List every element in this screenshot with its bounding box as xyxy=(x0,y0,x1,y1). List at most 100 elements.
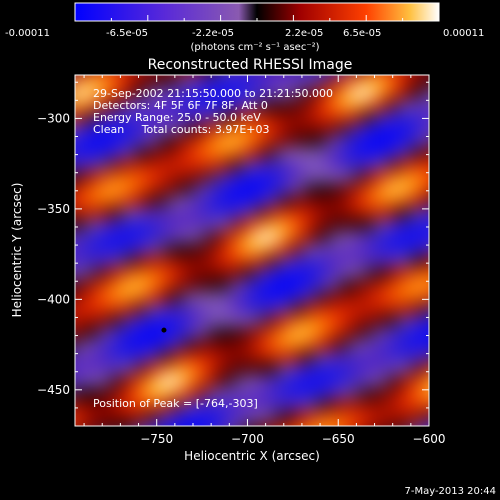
heatmap-cell xyxy=(207,291,220,304)
heatmap-cell xyxy=(291,111,304,124)
heatmap-cell xyxy=(387,399,400,412)
heatmap-cell xyxy=(123,363,136,376)
heatmap-cell xyxy=(351,219,364,232)
heatmap-cell xyxy=(411,243,424,256)
heatmap-cell xyxy=(291,363,304,376)
colorbar-tick-label: -0.00011 xyxy=(5,28,50,39)
heatmap-cell xyxy=(423,411,429,424)
heatmap-cell xyxy=(111,327,124,340)
heatmap-cell xyxy=(231,123,244,136)
heatmap-cell xyxy=(171,195,184,208)
heatmap-cell xyxy=(75,363,76,376)
heatmap-cell xyxy=(375,111,388,124)
heatmap-cell xyxy=(303,267,316,280)
heatmap-cell xyxy=(387,303,400,316)
heatmap-cell xyxy=(351,303,364,316)
heatmap-cell xyxy=(363,267,376,280)
heatmap-cell xyxy=(231,171,244,184)
heatmap-cell xyxy=(327,399,340,412)
heatmap-cell xyxy=(219,399,232,412)
heatmap-cell xyxy=(123,123,136,136)
heatmap-cell xyxy=(351,243,364,256)
heatmap-cell xyxy=(399,147,412,160)
heatmap-cell xyxy=(327,363,340,376)
heatmap-cell xyxy=(207,351,220,364)
heatmap-cell xyxy=(243,87,256,100)
heatmap-cell xyxy=(75,327,76,340)
heatmap-cell xyxy=(387,339,400,352)
heatmap-cell xyxy=(207,243,220,256)
heatmap-cell xyxy=(99,399,112,412)
heatmap-cell xyxy=(147,399,160,412)
heatmap-cell xyxy=(135,423,148,426)
heatmap-cell xyxy=(351,423,364,426)
heatmap-cell xyxy=(159,243,172,256)
heatmap-cell xyxy=(75,279,88,292)
heatmap-cell xyxy=(207,87,220,100)
heatmap-cell xyxy=(231,351,244,364)
heatmap-cell xyxy=(339,183,352,196)
heatmap-cell xyxy=(207,435,220,448)
heatmap-cell xyxy=(123,147,136,160)
heatmap-cell xyxy=(255,315,268,328)
heatmap-cell xyxy=(387,315,400,328)
heatmap-cell xyxy=(75,267,88,280)
heatmap-cell xyxy=(87,99,100,112)
heatmap-cell xyxy=(255,267,268,280)
heatmap-cell xyxy=(135,123,148,136)
heatmap-cell xyxy=(231,195,244,208)
heatmap-cell xyxy=(351,363,364,376)
heatmap-cell xyxy=(87,135,100,148)
heatmap-cell xyxy=(207,135,220,148)
heatmap-cell xyxy=(315,327,328,340)
heatmap-cell xyxy=(87,159,100,172)
heatmap-cell xyxy=(159,351,172,364)
heatmap-cell xyxy=(195,147,208,160)
heatmap-cell xyxy=(339,123,352,136)
heatmap-cell xyxy=(207,387,220,400)
heatmap-cell xyxy=(303,231,316,244)
heatmap-cell xyxy=(159,219,172,232)
heatmap-cell xyxy=(159,195,172,208)
heatmap-cell xyxy=(87,363,100,376)
heatmap-cell xyxy=(171,387,184,400)
heatmap-cell xyxy=(255,135,268,148)
heatmap-cell xyxy=(411,279,424,292)
heatmap-cell xyxy=(135,375,148,388)
heatmap-cell xyxy=(219,75,232,88)
heatmap-cell xyxy=(255,231,268,244)
heatmap-cell xyxy=(411,351,424,364)
heatmap-cell xyxy=(123,75,136,88)
heatmap-cell xyxy=(351,399,364,412)
heatmap-cell xyxy=(159,99,172,112)
heatmap-cell xyxy=(147,99,160,112)
heatmap-cell xyxy=(327,423,340,426)
heatmap-cell xyxy=(207,75,220,88)
heatmap-cell xyxy=(183,435,196,448)
heatmap-cell xyxy=(303,291,316,304)
heatmap-cell xyxy=(75,75,76,76)
heatmap-cell xyxy=(159,411,172,424)
heatmap-cell xyxy=(195,183,208,196)
heatmap-cell xyxy=(147,195,160,208)
heatmap-cell xyxy=(75,159,88,172)
heatmap-cell xyxy=(231,183,244,196)
heatmap-cell xyxy=(363,231,376,244)
heatmap-cell xyxy=(111,363,124,376)
heatmap-cell xyxy=(327,231,340,244)
heatmap-cell xyxy=(171,111,184,124)
heatmap-cell xyxy=(111,159,124,172)
heatmap-cell xyxy=(423,363,429,376)
heatmap-cell xyxy=(435,183,448,196)
heatmap-cell xyxy=(231,231,244,244)
heatmap-cell xyxy=(99,243,112,256)
heatmap-cell xyxy=(435,75,448,88)
heatmap-cell xyxy=(123,339,136,352)
heatmap-cell xyxy=(315,123,328,136)
heatmap-cell xyxy=(183,399,196,412)
heatmap-cell xyxy=(291,327,304,340)
heatmap-cell xyxy=(423,399,429,412)
heatmap-cell xyxy=(315,255,328,268)
heatmap-cell xyxy=(435,219,448,232)
heatmap-cell xyxy=(243,267,256,280)
